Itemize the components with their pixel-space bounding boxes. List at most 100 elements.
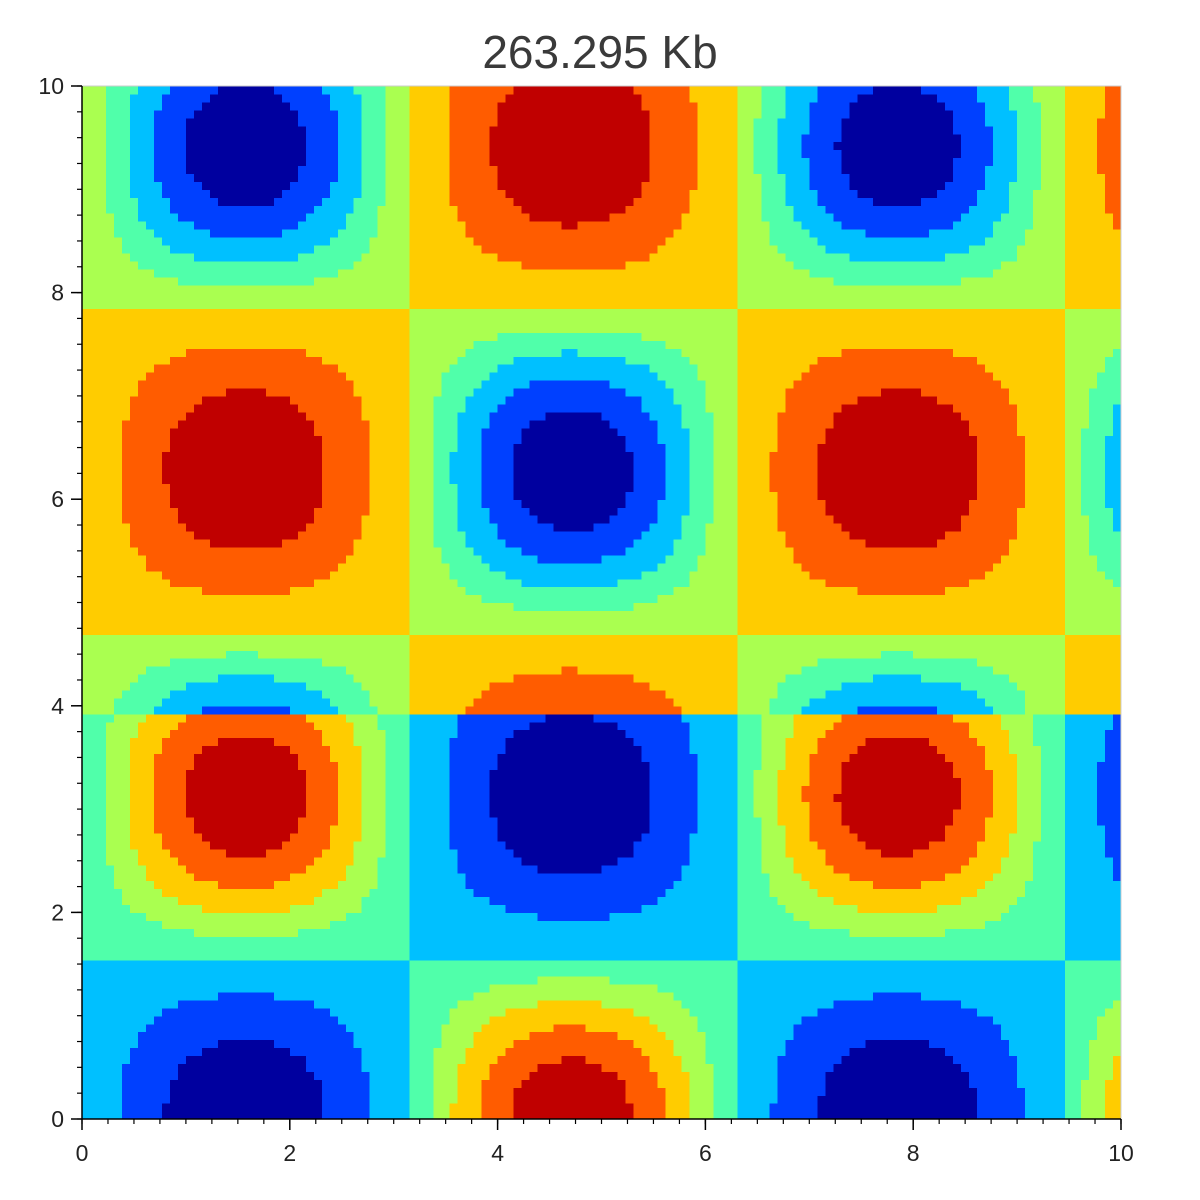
contour-cell — [433, 1103, 451, 1112]
contour-cell — [297, 824, 331, 834]
contour-cell — [481, 594, 659, 604]
contour-cell — [129, 745, 163, 755]
contour-cell — [82, 332, 411, 341]
contour-cell — [737, 840, 762, 850]
contour-cell — [777, 117, 810, 127]
contour-cell — [281, 229, 339, 238]
contour-cell — [1097, 554, 1122, 564]
contour-cell — [305, 411, 363, 421]
contour-cell — [465, 1047, 507, 1057]
contour-cell — [361, 777, 387, 786]
contour-cell — [449, 745, 507, 755]
contour-cell — [449, 149, 491, 159]
contour-cell — [809, 777, 842, 786]
contour-cell — [361, 793, 387, 802]
contour-cell — [489, 133, 651, 143]
contour-cell — [121, 435, 171, 445]
contour-cell — [1089, 403, 1114, 413]
contour-cell — [1065, 689, 1122, 699]
contour-cell — [161, 236, 331, 246]
contour-cell — [369, 435, 411, 445]
contour-cell — [809, 753, 850, 763]
contour-cell — [1105, 364, 1122, 373]
contour-cell — [793, 260, 1002, 270]
contour-cell — [161, 745, 203, 755]
contour-cell — [1017, 419, 1066, 429]
contour-cell — [409, 538, 435, 548]
contour-cell — [737, 435, 778, 445]
contour-cell — [1065, 300, 1122, 310]
contour-cell — [1065, 793, 1098, 802]
contour-cell — [737, 896, 778, 906]
contour-cell — [473, 1031, 531, 1041]
contour-cell — [777, 681, 842, 691]
contour-cell — [537, 515, 611, 524]
contour-cell — [1041, 777, 1066, 786]
contour-cell — [817, 443, 978, 453]
contour-cell — [337, 268, 411, 278]
contour-cell — [465, 348, 563, 357]
contour-cell — [849, 109, 954, 119]
contour-cell — [697, 173, 738, 182]
contour-cell — [697, 364, 738, 373]
contour-cell — [1081, 507, 1114, 516]
contour-cell — [913, 650, 1066, 659]
contour-cell — [449, 737, 507, 747]
contour-cell — [521, 427, 619, 437]
contour-cell — [1089, 515, 1114, 524]
contour-cell — [449, 817, 499, 826]
contour-cell — [481, 467, 515, 476]
contour-cell — [409, 674, 515, 683]
contour-cell — [337, 109, 363, 119]
contour-cell — [545, 411, 603, 421]
x-tick-label: 2 — [283, 1140, 296, 1166]
contour-cell — [153, 705, 203, 715]
contour-cell — [649, 173, 698, 182]
contour-cell — [705, 1047, 738, 1057]
contour-cell — [1113, 1055, 1122, 1064]
contour-cell — [169, 1087, 323, 1096]
contour-cell — [1065, 832, 1106, 842]
contour-cell — [1017, 785, 1042, 794]
contour-cell — [201, 395, 291, 405]
contour-cell — [409, 507, 435, 516]
contour-cell — [121, 1063, 179, 1072]
contour-cell — [1041, 157, 1066, 167]
contour-cell — [105, 840, 131, 850]
contour-cell — [1065, 101, 1106, 111]
contour-cell — [82, 229, 115, 238]
contour-cell — [737, 777, 754, 786]
contour-cell — [361, 1063, 411, 1072]
contour-cell — [1065, 1015, 1098, 1025]
contour-cell — [82, 634, 411, 643]
contour-cell — [1089, 1071, 1114, 1080]
contour-cell — [449, 117, 499, 127]
contour-cell — [409, 546, 443, 556]
contour-cell — [1065, 610, 1122, 619]
contour-cell — [737, 324, 1066, 333]
contour-cell — [1089, 387, 1122, 397]
contour-cell — [985, 165, 1018, 175]
contour-cell — [769, 705, 802, 715]
contour-cell — [82, 983, 411, 993]
contour-cell — [449, 1007, 507, 1017]
contour-cell — [1041, 809, 1066, 818]
contour-cell — [1001, 713, 1034, 723]
contour-cell — [801, 1015, 994, 1025]
contour-cell — [849, 252, 946, 262]
contour-cell — [825, 1087, 978, 1096]
contour-cell — [1065, 1087, 1082, 1096]
contour-cell — [449, 769, 491, 778]
contour-cell — [849, 530, 946, 540]
contour-cell — [785, 93, 818, 103]
contour-cell — [105, 93, 131, 103]
contour-cell — [361, 93, 387, 103]
contour-cell — [457, 443, 483, 453]
contour-cell — [433, 1079, 459, 1088]
contour-cell — [82, 1015, 155, 1025]
contour-cell — [1065, 244, 1122, 254]
contour-cell — [641, 530, 683, 540]
contour-cell — [825, 848, 882, 858]
contour-cell — [297, 117, 339, 127]
contour-cell — [321, 86, 355, 95]
